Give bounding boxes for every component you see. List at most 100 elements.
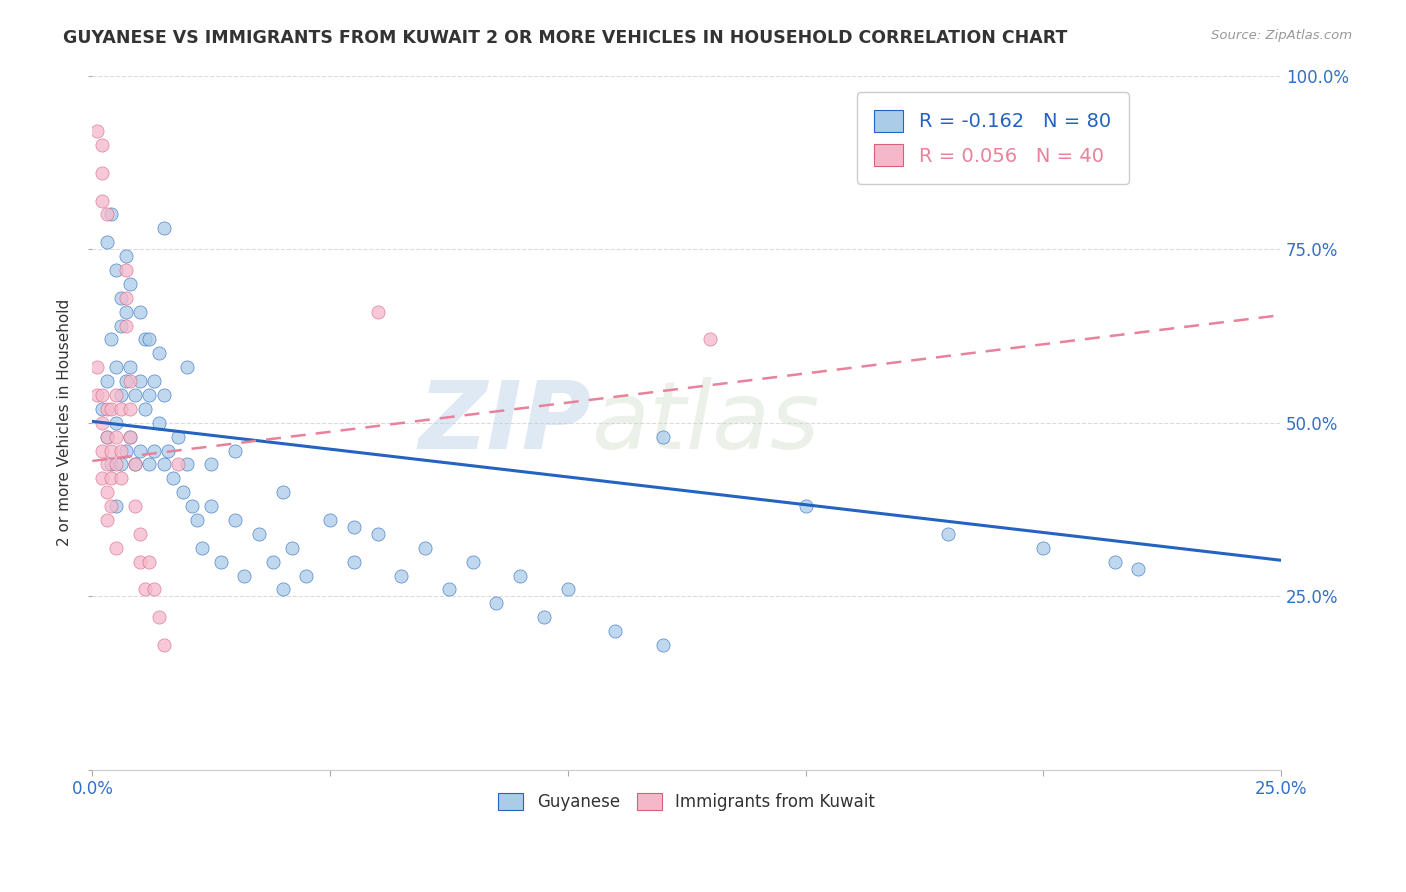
Point [367, 527, 389, 541]
Point [167, 458, 190, 472]
Point [176, 360, 198, 375]
Point [114, 374, 136, 388]
Point [152, 638, 174, 652]
Point [343, 520, 366, 534]
Point [96, 401, 118, 416]
Point [485, 596, 508, 610]
Point [110, 401, 132, 416]
Point [90, 416, 112, 430]
Point [143, 582, 166, 597]
Point [271, 485, 294, 500]
Point [105, 458, 128, 472]
Point [105, 388, 128, 402]
Point [157, 443, 180, 458]
Point [114, 318, 136, 333]
Point [96, 513, 118, 527]
Point [172, 485, 194, 500]
Point [367, 304, 389, 318]
Point [233, 568, 256, 582]
Y-axis label: 2 or more Vehicles in Household: 2 or more Vehicles in Household [58, 299, 72, 547]
Point [651, 430, 673, 444]
Text: Source: ZipAtlas.com: Source: ZipAtlas.com [1212, 29, 1353, 43]
Point [90, 194, 112, 208]
Point [86, 388, 108, 402]
Point [86, 360, 108, 375]
Point [90, 401, 112, 416]
Point [152, 388, 174, 402]
Point [533, 610, 555, 624]
Point [190, 541, 212, 555]
Point [86, 124, 108, 138]
Point [110, 318, 132, 333]
Point [134, 333, 156, 347]
Point [651, 638, 673, 652]
Point [90, 471, 112, 485]
Point [557, 582, 579, 597]
Point [124, 458, 146, 472]
Point [247, 527, 270, 541]
Point [120, 430, 142, 444]
Point [413, 541, 436, 555]
Point [1128, 561, 1150, 575]
Point [176, 458, 198, 472]
Point [295, 568, 318, 582]
Point [271, 582, 294, 597]
Point [152, 221, 174, 235]
Point [100, 458, 122, 472]
Text: atlas: atlas [592, 377, 820, 468]
Point [120, 360, 142, 375]
Point [114, 291, 136, 305]
Point [148, 346, 170, 360]
Point [100, 401, 122, 416]
Point [152, 458, 174, 472]
Point [224, 443, 246, 458]
Point [167, 430, 190, 444]
Point [186, 513, 208, 527]
Point [148, 416, 170, 430]
Point [128, 374, 150, 388]
Point [319, 513, 342, 527]
Point [138, 555, 160, 569]
Point [114, 443, 136, 458]
Point [114, 263, 136, 277]
Point [281, 541, 304, 555]
Point [134, 582, 156, 597]
Point [128, 443, 150, 458]
Point [90, 138, 112, 153]
Point [96, 430, 118, 444]
Point [96, 458, 118, 472]
Point [110, 443, 132, 458]
Point [110, 458, 132, 472]
Point [148, 610, 170, 624]
Text: GUYANESE VS IMMIGRANTS FROM KUWAIT 2 OR MORE VEHICLES IN HOUSEHOLD CORRELATION C: GUYANESE VS IMMIGRANTS FROM KUWAIT 2 OR … [63, 29, 1067, 47]
Point [90, 388, 112, 402]
Point [105, 541, 128, 555]
Point [138, 388, 160, 402]
Point [134, 401, 156, 416]
Point [794, 499, 817, 513]
Point [105, 416, 128, 430]
Point [120, 401, 142, 416]
Point [461, 555, 484, 569]
Point [262, 555, 284, 569]
Point [105, 430, 128, 444]
Point [110, 471, 132, 485]
Point [120, 374, 142, 388]
Point [343, 555, 366, 569]
Point [96, 235, 118, 250]
Point [699, 333, 721, 347]
Point [124, 388, 146, 402]
Point [605, 624, 627, 639]
Point [138, 333, 160, 347]
Point [90, 166, 112, 180]
Point [181, 499, 204, 513]
Point [100, 443, 122, 458]
Point [100, 499, 122, 513]
Point [124, 499, 146, 513]
Point [105, 263, 128, 277]
Point [100, 333, 122, 347]
Point [96, 207, 118, 221]
Point [96, 485, 118, 500]
Point [114, 304, 136, 318]
Point [96, 430, 118, 444]
